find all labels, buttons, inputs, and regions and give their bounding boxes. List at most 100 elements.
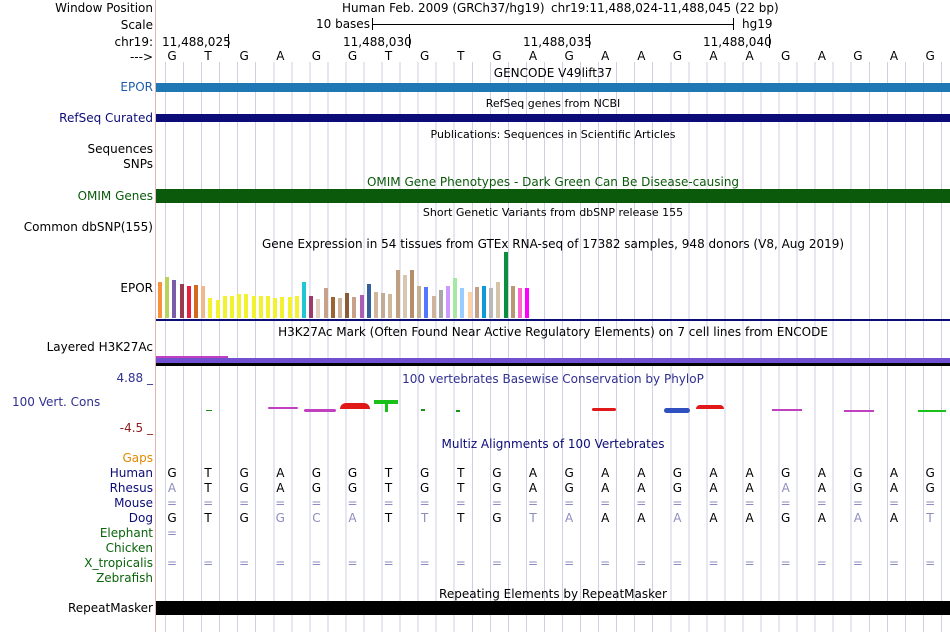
gtex-tissue-bar[interactable] [287,297,292,318]
gtex-tissue-bar[interactable] [395,270,400,318]
gtex-tissue-bar[interactable] [402,275,407,318]
gtex-tissue-bar[interactable] [194,285,198,318]
aligned-base: G [853,481,863,495]
refseq-gene-bar[interactable] [156,114,950,122]
gtex-tissue-bar[interactable] [172,280,177,318]
gtex-tissue-bar[interactable] [158,282,162,318]
gtex-title[interactable]: Gene Expression in 54 tissues from GTEx … [261,237,845,251]
refseq-label[interactable]: RefSeq Curated [59,111,153,125]
gtex-tissue-bar[interactable] [424,287,429,318]
omim-label[interactable]: OMIM Genes [77,189,153,203]
base-letter: A [817,49,826,63]
publications-label-sequences[interactable]: Sequences [87,142,153,156]
gtex-tissue-bar[interactable] [345,293,350,318]
gtex-tissue-bar[interactable] [431,296,436,318]
aligned-base: = [816,496,827,510]
gencode-title[interactable]: GENCODE V49lift37 [493,66,613,80]
species-label-x_tropicalis[interactable]: X_tropicalis [84,556,153,570]
gtex-tissue-bar[interactable] [302,282,306,318]
species-label-rhesus[interactable]: Rhesus [109,481,153,495]
publications-title[interactable]: Publications: Sequences in Scientific Ar… [430,128,676,141]
gtex-tissue-bar[interactable] [503,252,508,318]
gtex-tissue-bar[interactable] [338,298,342,318]
gtex-tissue-bar[interactable] [330,297,335,318]
gtex-tissue-bar[interactable] [366,284,371,318]
gtex-tissue-bar[interactable] [244,294,249,318]
gtex-tissue-bar[interactable] [266,296,270,318]
omim-title[interactable]: OMIM Gene Phenotypes - Dark Green Can Be… [366,175,740,189]
gtex-tissue-bar[interactable] [222,296,227,318]
aligned-base: G [167,466,177,480]
gtex-tissue-bar[interactable] [309,296,314,318]
species-label-zebrafish[interactable]: Zebrafish [96,571,153,585]
gtex-tissue-bar[interactable] [388,294,393,318]
cons-mark [772,409,802,411]
gtex-tissue-bar[interactable] [179,284,184,318]
gencode-gene-bar[interactable] [156,83,950,92]
species-label-elephant[interactable]: Elephant [99,526,153,540]
gtex-tissue-bar[interactable] [215,300,220,318]
repeatmasker-bar[interactable] [156,601,950,615]
gtex-tissue-bar[interactable] [165,277,170,318]
h3k27ac-label[interactable]: Layered H3K27Ac [46,340,153,354]
gtex-tissue-bar[interactable] [496,282,501,318]
gtex-tissue-bar[interactable] [453,278,458,318]
h3k27ac-title[interactable]: H3K27Ac Mark (Often Found Near Active Re… [278,325,828,339]
dbsnp-title[interactable]: Short Genetic Variants from dbSNP releas… [422,206,684,219]
cons-label[interactable]: 100 Vert. Cons [12,395,101,409]
publications-label-snps[interactable]: SNPs [123,157,153,171]
gtex-tissue-bar[interactable] [359,295,364,318]
aligned-base: A [889,481,899,495]
species-label-chicken[interactable]: Chicken [105,541,153,555]
dbsnp-label[interactable]: Common dbSNP(155) [23,220,153,234]
base-letter: G [925,49,935,63]
gtex-tissue-bar[interactable] [474,287,479,318]
omim-bar[interactable] [156,189,950,203]
gtex-tissue-bar[interactable] [460,288,465,318]
gtex-tissue-bar[interactable] [510,286,515,318]
gtex-tissue-bar[interactable] [323,288,328,318]
repeatmasker-label[interactable]: RepeatMasker [67,601,153,615]
gtex-tissue-bar[interactable] [446,286,450,318]
gtex-tissue-bar[interactable] [251,296,256,318]
gtex-tissue-bar[interactable] [518,288,522,318]
cons-title[interactable]: 100 vertebrates Basewise Conservation by… [402,372,704,386]
gtex-tissue-bar[interactable] [201,286,206,318]
gtex-tissue-bar[interactable] [467,292,472,318]
gtex-tissue-bar[interactable] [417,286,422,318]
cons-logo[interactable] [156,398,950,418]
gtex-tissue-bar[interactable] [237,294,242,318]
gtex-tissue-bar[interactable] [374,292,378,318]
gtex-tissue-bar[interactable] [316,299,321,318]
gtex-tissue-bar[interactable] [258,296,263,318]
gtex-tissue-bar[interactable] [294,296,299,318]
gtex-tissue-bar[interactable] [230,296,234,318]
gtex-tissue-bar[interactable] [489,288,494,318]
aligned-base: A [601,466,610,480]
multiz-title[interactable]: Multiz Alignments of 100 Vertebrates [441,437,665,451]
gtex-tissue-bar[interactable] [482,286,486,318]
gtex-tissue-bar[interactable] [410,270,414,318]
gtex-tissue-bar[interactable] [525,288,530,318]
gtex-tissue-bar[interactable] [186,286,191,318]
refseq-title[interactable]: RefSeq genes from NCBI [485,97,621,110]
coord-tick [589,34,590,48]
base-letter: A [709,49,718,63]
gtex-tissue-bar[interactable] [352,297,357,318]
multiz-gaps-label[interactable]: Gaps [122,451,153,465]
gtex-tissue-bar[interactable] [381,293,386,318]
h3k27ac-signal[interactable] [156,358,950,363]
gtex-expression-bars[interactable] [156,252,676,318]
species-label-dog[interactable]: Dog [128,511,153,525]
gtex-tissue-bar[interactable] [280,297,285,318]
repeatmasker-title[interactable]: Repeating Elements by RepeatMasker [439,587,667,601]
gtex-gene-label[interactable]: EPOR [120,281,153,295]
gtex-tissue-bar[interactable] [208,298,213,318]
species-label-human[interactable]: Human [109,466,153,480]
gencode-gene-label[interactable]: EPOR [120,80,153,94]
gtex-tissue-bar[interactable] [438,290,443,318]
gtex-tissue-bar[interactable] [273,298,278,318]
species-label-mouse[interactable]: Mouse [114,496,153,510]
